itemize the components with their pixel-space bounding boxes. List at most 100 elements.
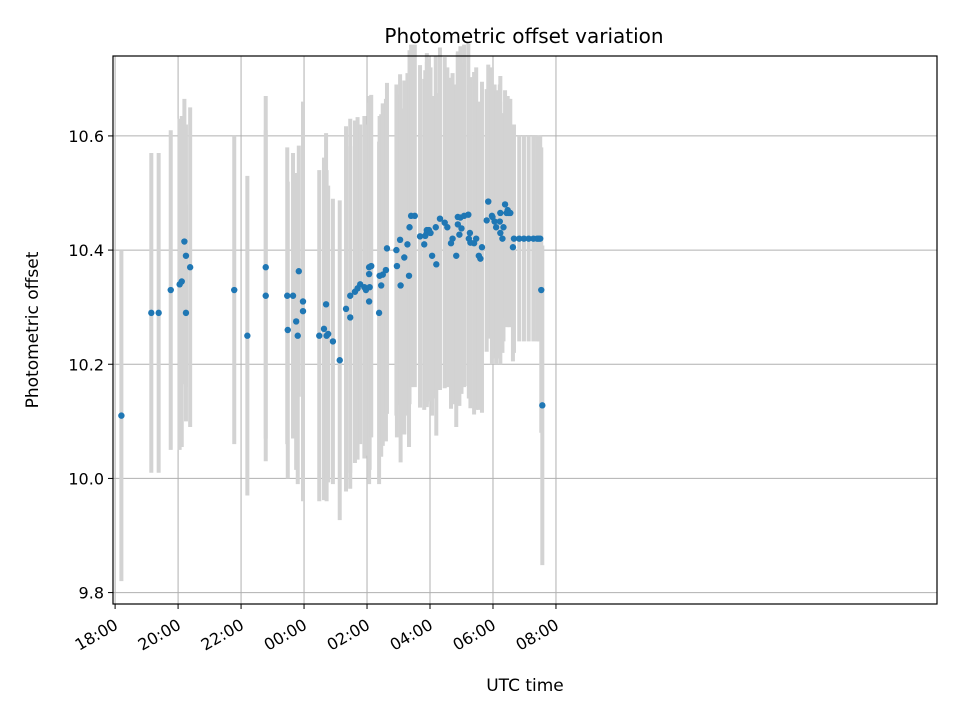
data-point <box>444 224 451 231</box>
y-tick-label: 9.8 <box>79 584 104 603</box>
data-point <box>539 402 546 409</box>
data-point <box>284 326 291 334</box>
chart-title: Photometric offset variation <box>384 24 663 48</box>
data-point <box>416 233 424 240</box>
data-point <box>510 235 518 242</box>
data-point <box>500 224 507 231</box>
x-tick-label: 18:00 <box>72 615 121 655</box>
data-point <box>492 224 500 231</box>
data-point <box>507 209 514 217</box>
data-point <box>485 198 492 205</box>
data-point <box>289 292 297 299</box>
data-point <box>449 235 456 242</box>
data-point <box>393 246 400 254</box>
data-point <box>383 245 391 252</box>
data-point <box>465 211 472 218</box>
x-axis-title: UTC time <box>486 676 564 696</box>
data-point <box>262 264 269 271</box>
data-point <box>182 252 190 259</box>
data-point <box>405 272 413 279</box>
data-point <box>421 241 428 248</box>
data-point <box>118 412 125 419</box>
data-point <box>182 309 190 317</box>
data-point <box>432 224 439 231</box>
data-point <box>433 261 440 268</box>
plot-frame <box>112 55 938 605</box>
data-point <box>262 292 269 299</box>
data-point <box>520 235 528 242</box>
data-point <box>375 309 383 317</box>
x-tick-label: 08:00 <box>513 615 562 655</box>
y-axis-title: Photometric offset <box>23 251 43 408</box>
data-point <box>347 292 354 299</box>
data-point <box>427 229 434 237</box>
y-tick-label: 10.6 <box>68 127 104 146</box>
data-point <box>377 282 385 289</box>
data-point <box>491 218 498 225</box>
data-point <box>497 209 504 217</box>
data-point <box>284 292 291 299</box>
y-tick-label: 10.4 <box>68 241 104 260</box>
data-point <box>478 244 486 251</box>
data-point <box>516 235 523 242</box>
data-point <box>155 309 162 317</box>
x-axis-ticks: 18:00 20:00 22:00 00:00 02:00 04:00 06:00 08:00 <box>72 604 562 655</box>
data-point <box>167 286 174 294</box>
data-point <box>181 238 188 245</box>
data-point <box>299 298 307 305</box>
data-point <box>404 241 411 248</box>
data-point <box>436 215 444 222</box>
data-point <box>320 325 328 333</box>
x-tick-label: 22:00 <box>198 615 247 655</box>
data-point <box>483 217 490 224</box>
data-point <box>295 268 302 275</box>
data-point <box>347 314 354 321</box>
data-point <box>501 201 509 208</box>
data-point <box>316 332 323 339</box>
data-point <box>329 338 337 345</box>
x-tick-label: 04:00 <box>387 615 436 655</box>
data-point <box>148 309 155 317</box>
y-tick-label: 10.2 <box>68 355 104 374</box>
data-point <box>322 301 330 308</box>
data-point <box>499 235 506 242</box>
x-tick-label: 02:00 <box>324 615 373 655</box>
x-tick-label: 06:00 <box>450 615 499 655</box>
data-point <box>186 264 194 271</box>
data-point <box>294 332 301 339</box>
data-point <box>178 278 185 285</box>
data-point <box>292 318 300 325</box>
data-point <box>458 225 465 232</box>
data-point <box>509 244 517 251</box>
data-point <box>428 252 436 259</box>
y-axis-ticks: 9.8 10.0 10.2 10.4 10.6 <box>68 127 113 603</box>
data-point <box>336 357 343 364</box>
data-point <box>342 305 350 313</box>
data-point <box>396 236 404 244</box>
data-point <box>537 235 544 242</box>
data-point <box>406 224 413 231</box>
data-point <box>453 252 460 259</box>
x-tick-label: 20:00 <box>135 615 184 655</box>
data-points <box>118 198 546 419</box>
data-point <box>411 212 418 220</box>
data-point <box>379 271 386 278</box>
data-point <box>456 231 463 238</box>
y-tick-label: 10.0 <box>68 469 104 488</box>
data-point <box>538 286 545 294</box>
data-point <box>365 298 373 305</box>
data-point <box>401 254 408 261</box>
data-point <box>397 282 404 289</box>
data-point <box>496 218 504 225</box>
x-tick-label: 00:00 <box>261 615 310 655</box>
data-point <box>368 262 375 270</box>
data-point <box>365 270 373 278</box>
data-point <box>231 286 238 294</box>
data-point <box>324 330 332 338</box>
data-point <box>244 332 251 339</box>
data-point <box>393 262 401 270</box>
data-point <box>472 235 480 242</box>
data-point <box>366 283 373 291</box>
data-point <box>525 235 532 242</box>
